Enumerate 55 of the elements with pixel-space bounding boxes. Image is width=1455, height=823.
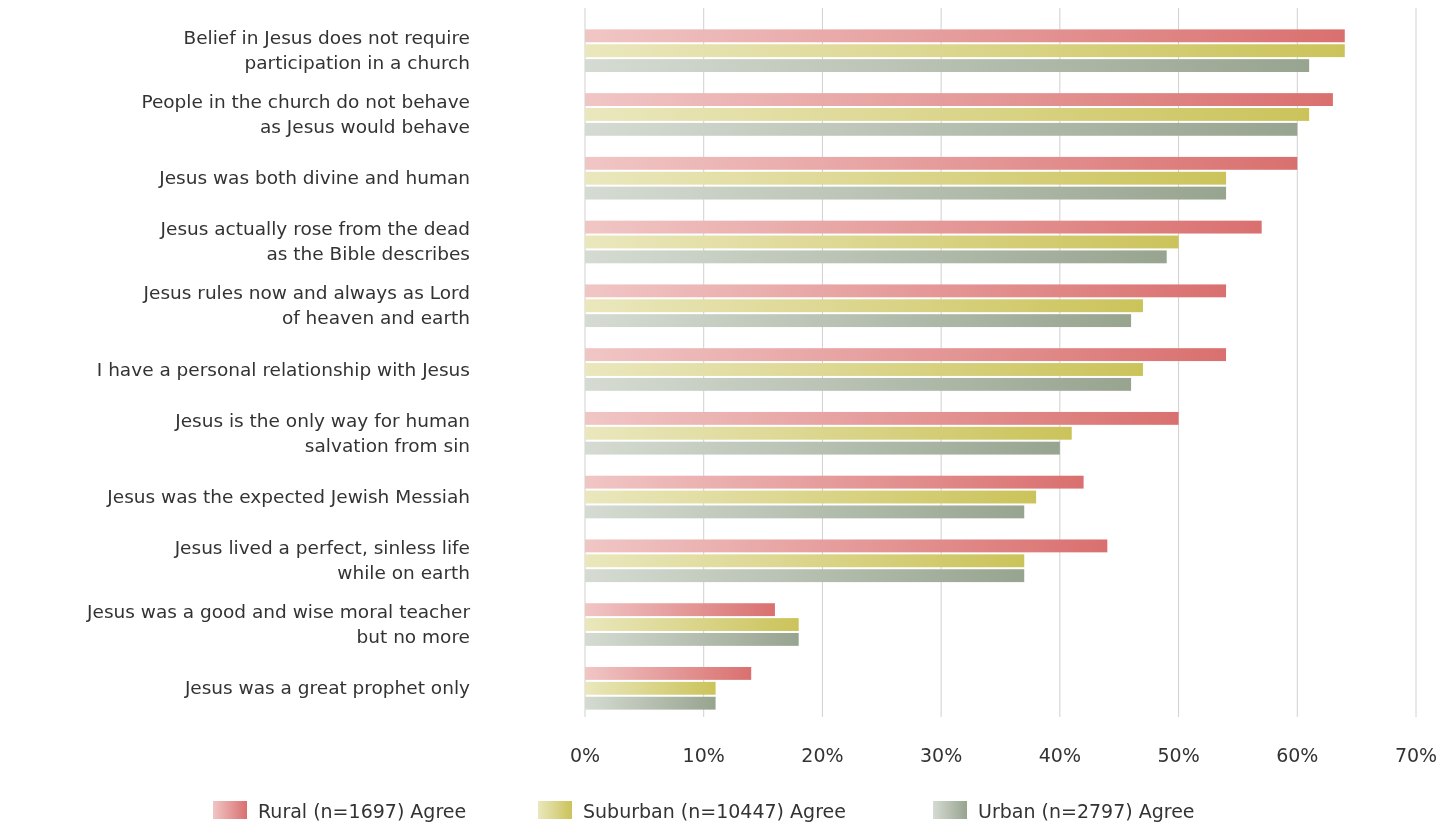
bar — [585, 475, 1084, 489]
bar — [585, 186, 1227, 200]
y-tick-label: Jesus rules now and always as Lord of heaven and earth — [142, 282, 470, 329]
bar — [585, 554, 1025, 568]
bar — [585, 441, 1060, 455]
bar — [585, 93, 1333, 107]
bar — [585, 250, 1167, 264]
x-tick-label: 60% — [1276, 744, 1319, 766]
x-tick-label: 0% — [569, 744, 601, 766]
legend-label: Urban (n=2797) Agree — [978, 800, 1195, 822]
x-tick-label: 10% — [682, 744, 725, 766]
legend-label: Rural (n=1697) Agree — [258, 800, 467, 822]
bar — [585, 569, 1025, 583]
bar — [585, 108, 1310, 121]
bar — [585, 490, 1037, 504]
bar — [585, 220, 1262, 234]
y-tick-label: Jesus lived a perfect, sinless life while on earth — [173, 537, 470, 584]
bar — [585, 696, 716, 710]
bar — [585, 505, 1025, 519]
y-tick-label: People in the church do not behave as Jesus would behave — [141, 90, 470, 137]
x-tick-label: 40% — [1038, 744, 1081, 766]
x-tick-label: 70% — [1394, 744, 1438, 766]
bar — [585, 618, 799, 631]
bar — [585, 284, 1227, 298]
bar — [585, 603, 775, 617]
bar — [585, 314, 1132, 328]
bar — [585, 377, 1132, 391]
y-tick-label: Jesus is the only way for human salvation from sin — [174, 409, 470, 456]
bar — [585, 632, 799, 646]
bar — [585, 122, 1298, 136]
bar — [585, 363, 1143, 376]
bar — [585, 539, 1108, 553]
x-tick-label: 20% — [801, 744, 844, 766]
x-tick-label: 50% — [1157, 744, 1200, 766]
bar — [585, 29, 1345, 43]
bar — [585, 348, 1227, 362]
y-tick-label: Jesus was a great prophet only — [183, 677, 471, 699]
bar — [585, 411, 1179, 425]
y-tick-label: I have a personal relationship with Jesus — [96, 358, 470, 380]
bar — [585, 59, 1310, 73]
bar — [585, 235, 1179, 249]
bar — [585, 44, 1345, 58]
y-tick-label: Jesus was a good and wise moral teacher but no more — [86, 601, 471, 648]
bar — [585, 156, 1298, 170]
bar — [585, 426, 1072, 440]
y-tick-label: Jesus actually rose from the dead as the Bible describes — [159, 218, 470, 265]
bar — [585, 171, 1227, 185]
y-tick-label: Jesus was both divine and human — [158, 167, 470, 189]
x-tick-label: 30% — [920, 744, 963, 766]
legend-label: Suburban (n=10447) Agree — [583, 800, 846, 822]
y-tick-label: Belief in Jesus does not require participation in a church — [183, 27, 470, 74]
bar — [585, 666, 752, 680]
bar — [585, 299, 1143, 313]
y-tick-label: Jesus was the expected Jewish Messiah — [106, 486, 470, 508]
bar — [585, 681, 716, 695]
